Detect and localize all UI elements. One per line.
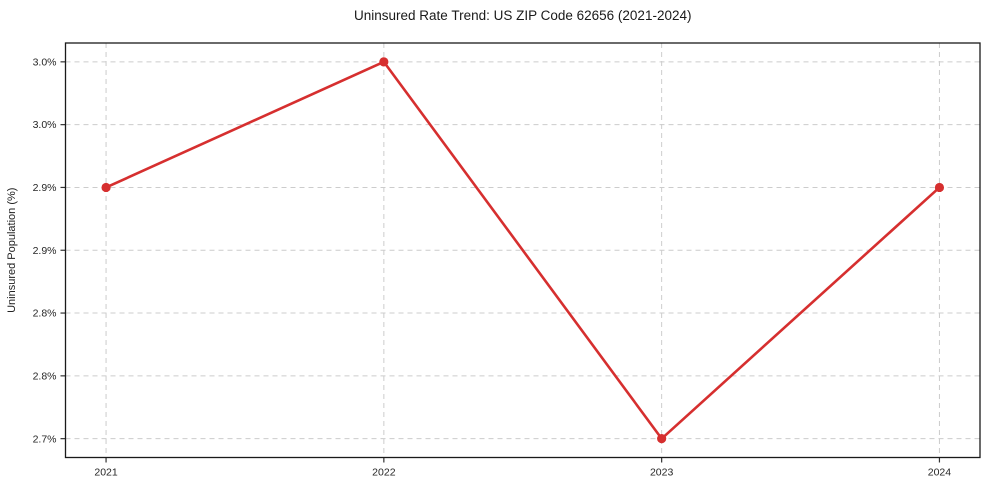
data-point-marker xyxy=(379,57,389,67)
x-tick-label: 2024 xyxy=(928,467,952,479)
data-point-marker xyxy=(101,182,111,193)
y-tick-label: 3.0% xyxy=(33,119,57,131)
x-tick-label: 2023 xyxy=(650,467,674,479)
y-tick-label: 2.9% xyxy=(33,182,57,194)
y-tick-label: 2.8% xyxy=(33,370,57,382)
chart-title: Uninsured Rate Trend: US ZIP Code 62656 … xyxy=(354,8,691,23)
y-tick-label: 2.7% xyxy=(33,433,57,445)
data-layer xyxy=(101,57,945,444)
y-tick-label: 2.8% xyxy=(33,308,57,320)
trend-line xyxy=(104,60,941,440)
x-tick-label: 2021 xyxy=(94,467,118,479)
axis-layer: 2.7% 2.8% 2.8% 2.9% 2.9% 3.0% 3.0% 2021 2022 2023… xyxy=(33,56,952,478)
data-point-marker xyxy=(934,182,945,193)
plot-border xyxy=(64,42,981,459)
x-tick-label: 2022 xyxy=(372,467,396,479)
y-tick-label: 2.9% xyxy=(33,245,57,257)
data-point-marker xyxy=(657,434,667,444)
y-tick-label: 3.0% xyxy=(33,56,57,68)
grid-layer xyxy=(65,43,980,458)
y-axis-label: Uninsured Population (%) xyxy=(6,188,18,313)
